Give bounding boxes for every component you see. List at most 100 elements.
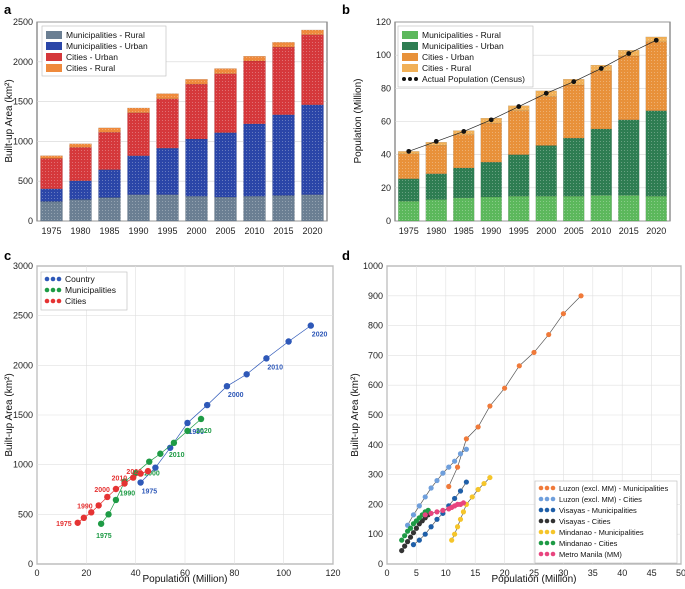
y-tick-label: 0 xyxy=(378,559,383,569)
data-point xyxy=(440,507,446,513)
x-tick-label: 50 xyxy=(676,568,685,578)
x-tick-label: 120 xyxy=(325,568,340,578)
bar-texture xyxy=(645,110,667,197)
legend-label: Cities - Rural xyxy=(422,63,471,73)
bars-b xyxy=(398,36,667,222)
legend-swatch xyxy=(46,31,62,39)
y-axis-label-c: Built-up Area (km²) xyxy=(4,373,15,456)
data-point xyxy=(184,427,191,435)
legend-marker xyxy=(538,551,544,557)
bar-texture xyxy=(563,85,585,139)
x-tick-label: 2005 xyxy=(564,226,584,236)
legend-label: Cities xyxy=(65,296,86,306)
bar-texture xyxy=(243,61,266,124)
chart-b: 0 20 40 60 80 100 120 1975 1980 1985 1990 1995 2000… xyxy=(353,17,671,236)
bar-texture xyxy=(127,194,150,221)
data-point xyxy=(457,451,464,457)
data-point xyxy=(402,543,408,549)
data-point xyxy=(428,485,434,491)
census-point xyxy=(598,66,604,71)
x-tick-label: 2000 xyxy=(186,226,206,236)
data-point xyxy=(463,446,469,452)
data-point xyxy=(463,479,469,485)
bar-texture xyxy=(618,55,640,120)
bar-texture xyxy=(508,110,530,155)
data-point xyxy=(416,503,422,509)
data-point xyxy=(440,470,446,476)
y-tick-label: 2500 xyxy=(13,311,33,321)
bar-texture xyxy=(535,96,557,146)
bar-texture xyxy=(618,195,640,221)
data-point xyxy=(578,293,584,299)
legend-marker xyxy=(538,496,544,502)
y-ticks-c: 0 500 1000 1500 2000 2500 3000 xyxy=(13,261,33,569)
x-tick-label: 60 xyxy=(180,568,190,578)
bar-texture xyxy=(69,180,92,200)
data-point xyxy=(407,534,414,540)
x-tick-label: 15 xyxy=(470,568,480,578)
bar-texture xyxy=(535,145,557,197)
x-tick-label: 20 xyxy=(500,568,510,578)
census-point xyxy=(626,51,632,56)
x-tick-label: 1995 xyxy=(157,226,177,236)
data-point xyxy=(121,480,128,487)
x-tick-label: 45 xyxy=(647,568,657,578)
data-point xyxy=(404,539,411,545)
data-point xyxy=(399,537,405,543)
legend-marker xyxy=(538,540,544,546)
year-label: 1975 xyxy=(96,533,112,540)
bar-texture xyxy=(185,84,208,140)
bar-texture xyxy=(480,123,502,163)
chart-d: 0 100 200 300 400 500 600 700 800 900 1000 0 5 10 15 2… xyxy=(350,261,685,585)
legend-label: Municipalities - Urban xyxy=(66,41,148,51)
legend-label: Luzon (excl. MM) - Cities xyxy=(559,495,642,504)
data-point xyxy=(449,537,455,543)
legend-marker xyxy=(538,529,544,535)
x-tick-label: 1985 xyxy=(454,226,474,236)
y-axis-label-b: Population (Million) xyxy=(353,78,364,163)
census-line-b xyxy=(406,37,659,154)
bar-texture xyxy=(98,132,121,170)
data-point xyxy=(460,509,467,515)
bar-texture xyxy=(301,29,324,35)
data-point xyxy=(80,514,88,522)
data-point xyxy=(402,533,408,539)
legend-swatch xyxy=(46,53,62,61)
bar-texture xyxy=(563,196,585,221)
data-point xyxy=(152,464,159,471)
data-point xyxy=(144,467,152,475)
x-tick-label: 1990 xyxy=(128,226,148,236)
data-point xyxy=(469,494,475,500)
year-label: 2000 xyxy=(228,392,244,399)
year-label: 2020 xyxy=(312,332,328,339)
legend-marker xyxy=(550,529,556,535)
data-point xyxy=(457,488,464,494)
legend-swatch xyxy=(402,53,418,61)
legend-marker xyxy=(544,551,550,557)
data-point xyxy=(546,331,552,338)
x-tick-label: 1975 xyxy=(41,226,61,236)
bar-texture xyxy=(243,196,266,221)
bar-texture xyxy=(69,147,92,181)
year-label: 2000 xyxy=(144,471,160,478)
legend-marker xyxy=(544,529,550,535)
bar-texture xyxy=(480,196,502,221)
legend-label: Luzon (excl. MM) - Municipalities xyxy=(559,484,668,493)
bar-texture xyxy=(563,138,585,197)
gridlines-d xyxy=(386,265,682,565)
data-point xyxy=(422,512,428,518)
legend-label: Municipalities - Urban xyxy=(422,41,504,51)
legend-marker xyxy=(550,540,556,546)
bar-texture xyxy=(185,139,208,197)
data-point xyxy=(516,363,522,369)
y-tick-label: 1000 xyxy=(363,261,383,271)
y-tick-label: 2000 xyxy=(13,360,33,370)
bar-texture xyxy=(645,41,667,111)
year-label: 1990 xyxy=(188,429,204,436)
bar-texture xyxy=(156,93,179,99)
panel-label-b: b xyxy=(342,2,350,17)
bar-texture xyxy=(453,167,475,198)
data-point xyxy=(197,415,205,423)
data-point xyxy=(487,474,493,481)
